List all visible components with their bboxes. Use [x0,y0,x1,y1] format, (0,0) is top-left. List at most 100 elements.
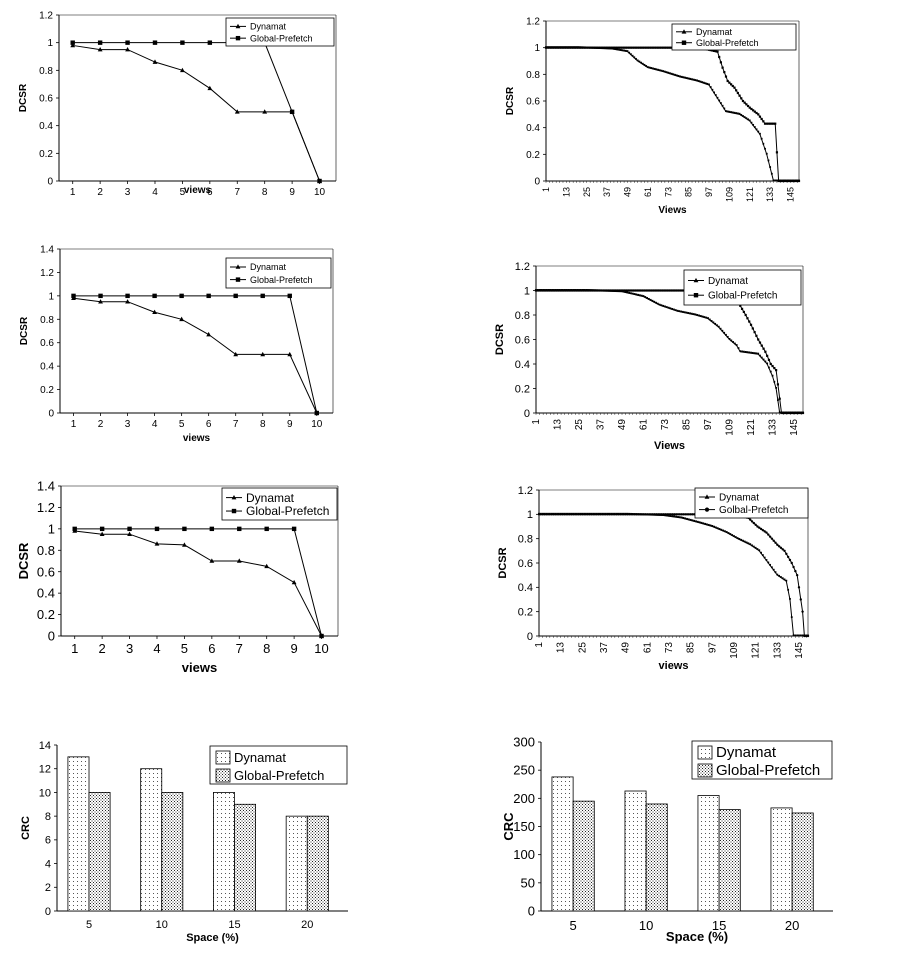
data-point [684,517,687,520]
data-point [554,513,557,516]
data-point [734,536,737,538]
data-point [737,347,740,349]
data-point [561,513,564,516]
data-point [794,179,797,183]
data-point [736,537,739,539]
y-tick-label: 0 [534,177,540,188]
data-point [590,513,593,516]
y-tick-label: 1.2 [526,17,540,28]
data-point [548,46,551,49]
data-point [675,515,678,518]
data-point [753,352,756,355]
data-point [780,411,783,415]
x-tick-label: 109 [724,187,734,202]
legend-marker [231,508,237,514]
y-tick-label: 200 [513,791,535,806]
y-axis-label: CRC [20,816,32,840]
data-point [586,289,590,292]
data-point [656,289,659,292]
data-point [796,634,799,637]
x-tick-label: 4 [153,641,160,656]
data-point [792,634,795,637]
data-point [125,299,130,304]
series-global-prefetch [544,46,801,183]
data-point [705,316,708,319]
data-point [660,513,663,516]
data-point [698,521,701,524]
data-point [555,513,559,516]
data-point [653,300,656,303]
data-point [784,179,787,183]
bar [718,809,741,912]
data-point [741,350,743,353]
data-point [570,513,573,516]
data-point [665,46,668,49]
data-point [576,289,579,292]
x-tick-label: 4 [152,419,158,430]
data-point [633,513,636,516]
data-point [738,94,741,97]
data-point [754,523,757,526]
data-point [677,515,679,518]
data-point [539,513,543,516]
data-point [667,306,670,309]
data-point [317,178,322,184]
data-point [655,513,658,516]
data-point [781,548,784,551]
data-point [721,329,724,332]
data-point [763,122,767,125]
data-point [745,117,748,120]
data-point [675,513,678,516]
y-tick-label: 12 [39,764,51,776]
data-point [236,558,242,563]
data-point [592,46,595,49]
data-point [678,516,681,519]
data-point [776,573,779,576]
data-point [787,179,790,183]
data-point [633,56,636,59]
data-point [623,49,626,52]
x-tick-label: 8 [263,641,270,656]
data-point [756,548,759,550]
data-point [234,109,240,114]
data-point [599,289,602,292]
legend-label: Golbal-Prefetch [719,505,788,516]
data-point [565,289,568,292]
data-point [687,513,691,516]
bar [161,792,184,912]
data-point [704,82,707,85]
data-point [653,513,656,516]
data-point [683,311,686,314]
data-point [776,543,779,546]
data-point [694,313,697,316]
data-point [740,307,744,310]
data-point [704,522,706,525]
data-point [714,322,717,325]
data-point [640,61,642,64]
data-point [617,46,621,49]
data-point [656,513,660,516]
data-point [549,46,553,49]
data-point [716,527,719,530]
data-point [797,586,801,589]
data-point [711,49,714,52]
data-point [624,49,627,52]
data-point [664,305,666,308]
data-point [637,513,640,516]
y-tick-label: 0.6 [37,564,55,579]
data-point [652,67,654,70]
data-point [718,55,721,59]
data-point [673,308,675,311]
data-point [556,46,559,49]
data-point [551,289,554,292]
series-dynamat [72,528,324,638]
y-tick-label: 0.8 [39,66,53,77]
data-point [644,296,647,298]
data-point [674,309,677,312]
data-point [792,179,796,183]
x-tick-label: 109 [725,419,736,436]
legend-marker [704,494,710,499]
y-tick-label: 0.8 [515,310,530,322]
data-point [125,40,130,45]
data-point [753,331,756,334]
